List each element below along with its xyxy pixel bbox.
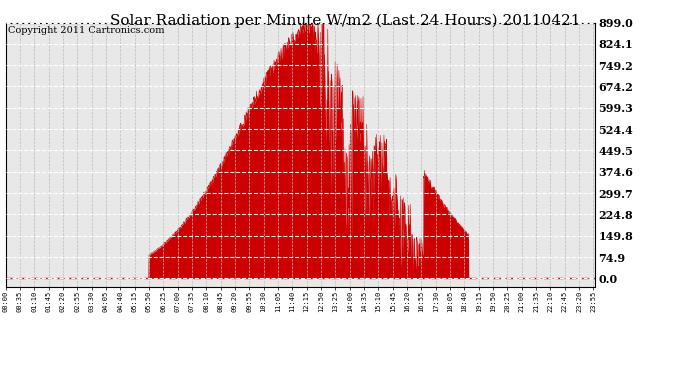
Text: Solar Radiation per Minute W/m2 (Last 24 Hours) 20110421: Solar Radiation per Minute W/m2 (Last 24…	[110, 13, 580, 27]
Text: Copyright 2011 Cartronics.com: Copyright 2011 Cartronics.com	[8, 27, 165, 36]
